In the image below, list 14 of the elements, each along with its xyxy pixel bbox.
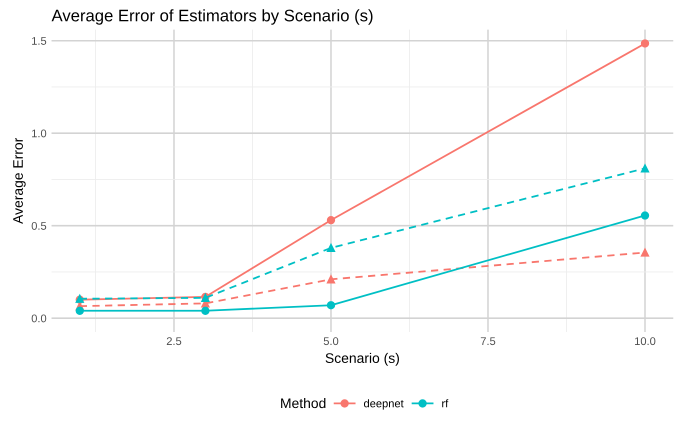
x-axis-title: Scenario (s)	[326, 352, 399, 366]
x-tick-label: 5.0	[324, 337, 338, 346]
y-tick-label: 0.0	[32, 314, 46, 322]
x-tick-label: 10.0	[635, 337, 656, 346]
legend-label: rf	[442, 399, 448, 408]
y-axis-title: Average Error	[13, 138, 26, 224]
y-tick-label: 1.0	[32, 129, 46, 138]
x-tick-label: 7.5	[480, 337, 496, 346]
y-tick-label: 1.5	[32, 37, 46, 45]
legend-label: deepnet	[364, 399, 404, 410]
legend-title: Method	[281, 398, 326, 408]
chart-title: Average Error of Estimators by Scenario (s)	[52, 9, 373, 25]
y-tick-label: 0.5	[32, 222, 46, 230]
x-tick-label: 2.5	[166, 337, 182, 346]
